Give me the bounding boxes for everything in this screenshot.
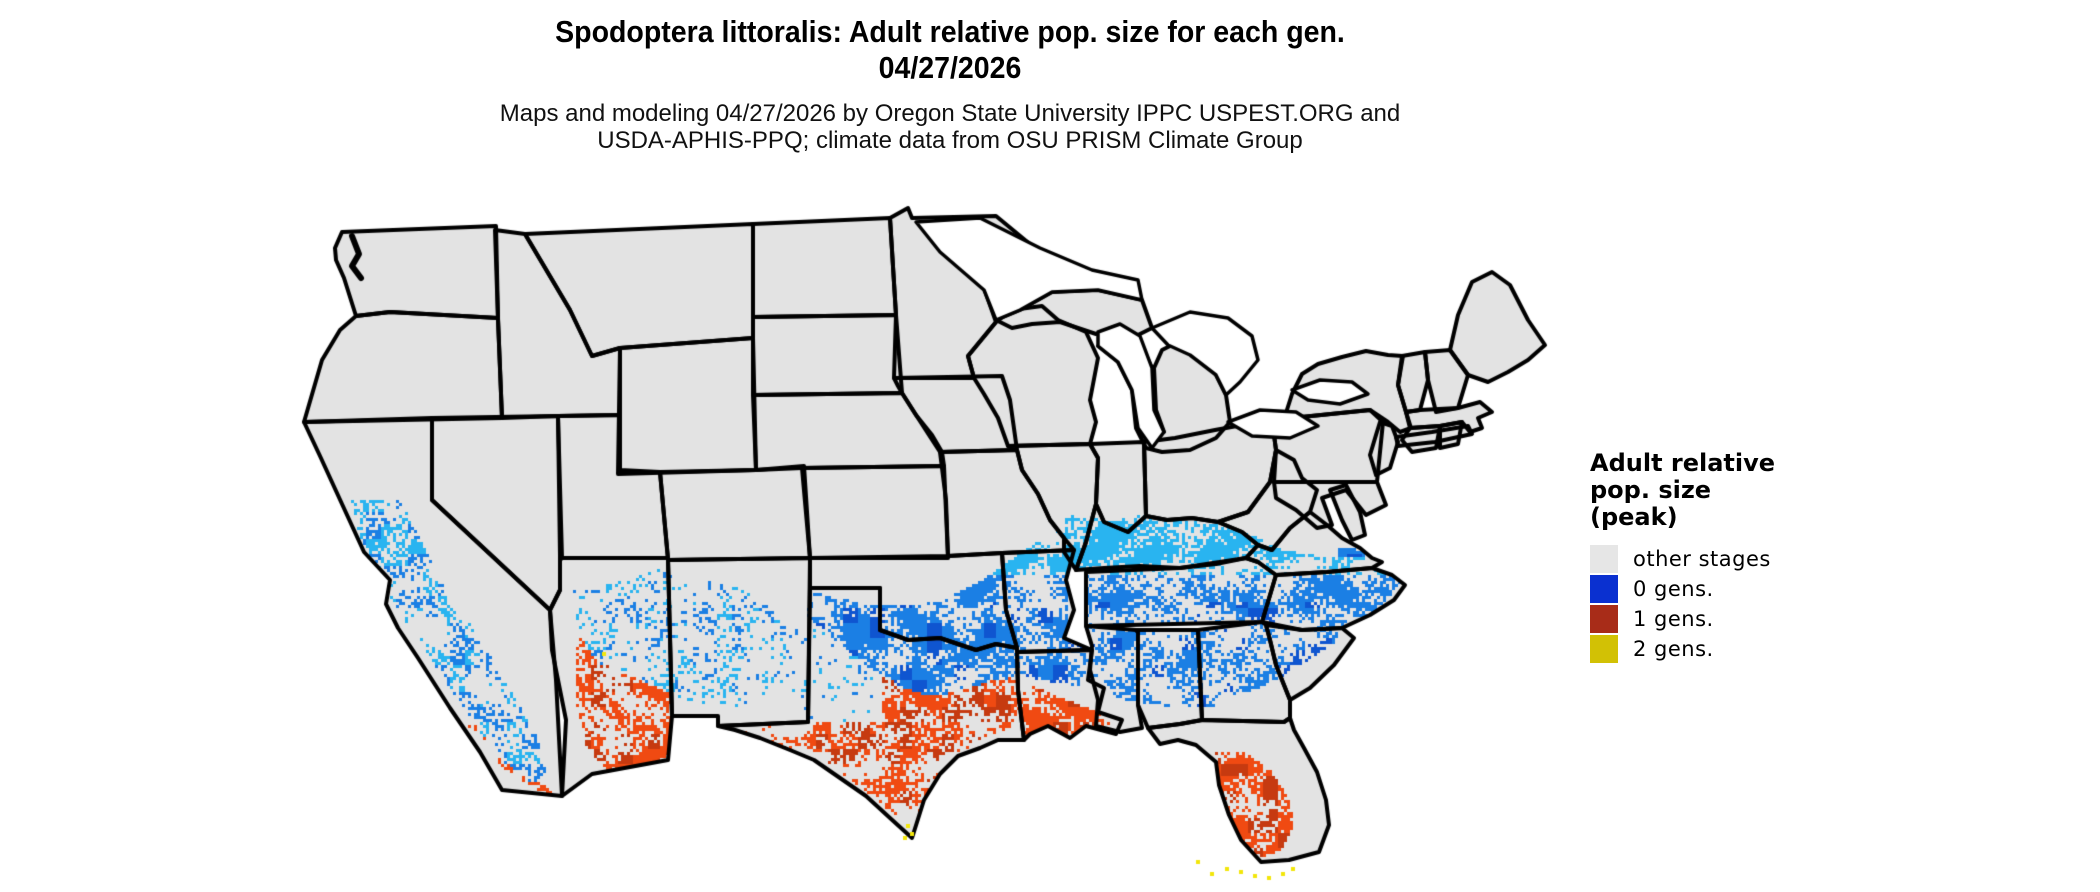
legend: Adult relative pop. size (peak) other stag…	[1590, 450, 1850, 664]
map-title-line2: 04/27/2026	[878, 50, 1022, 85]
legend-swatch	[1590, 635, 1618, 663]
legend-item-label: 2 gens.	[1633, 637, 1714, 661]
map-title-line1: Spodoptera littoralis: Adult relative po…	[555, 14, 1345, 49]
legend-item-label: 1 gens.	[1633, 607, 1714, 631]
header: Spodoptera littoralis: Adult relative po…	[0, 14, 1900, 154]
legend-item-label: other stages	[1633, 547, 1771, 571]
subtitle-line2: USDA-APHIS-PPQ; climate data from OSU PR…	[597, 127, 1303, 154]
legend-swatch	[1590, 575, 1618, 603]
legend-item: other stages	[1590, 544, 1850, 574]
legend-item: 0 gens.	[1590, 574, 1850, 604]
us-map	[240, 160, 1560, 892]
legend-swatch	[1590, 545, 1618, 573]
legend-item: 2 gens.	[1590, 634, 1850, 664]
us-map-canvas	[240, 160, 1560, 892]
legend-item-label: 0 gens.	[1633, 577, 1714, 601]
legend-item: 1 gens.	[1590, 604, 1850, 634]
legend-title-line: pop. size	[1590, 476, 1712, 504]
map-subtitle: Maps and modeling 04/27/2026 by Oregon S…	[0, 100, 1900, 154]
legend-title: Adult relative pop. size (peak)	[1590, 450, 1850, 531]
legend-items: other stages 0 gens. 1 gens. 2 gens.	[1590, 544, 1850, 664]
legend-swatch	[1590, 605, 1618, 633]
legend-title-line: (peak)	[1590, 503, 1678, 531]
legend-title-line: Adult relative	[1590, 449, 1776, 477]
subtitle-line1: Maps and modeling 04/27/2026 by Oregon S…	[499, 100, 1401, 127]
